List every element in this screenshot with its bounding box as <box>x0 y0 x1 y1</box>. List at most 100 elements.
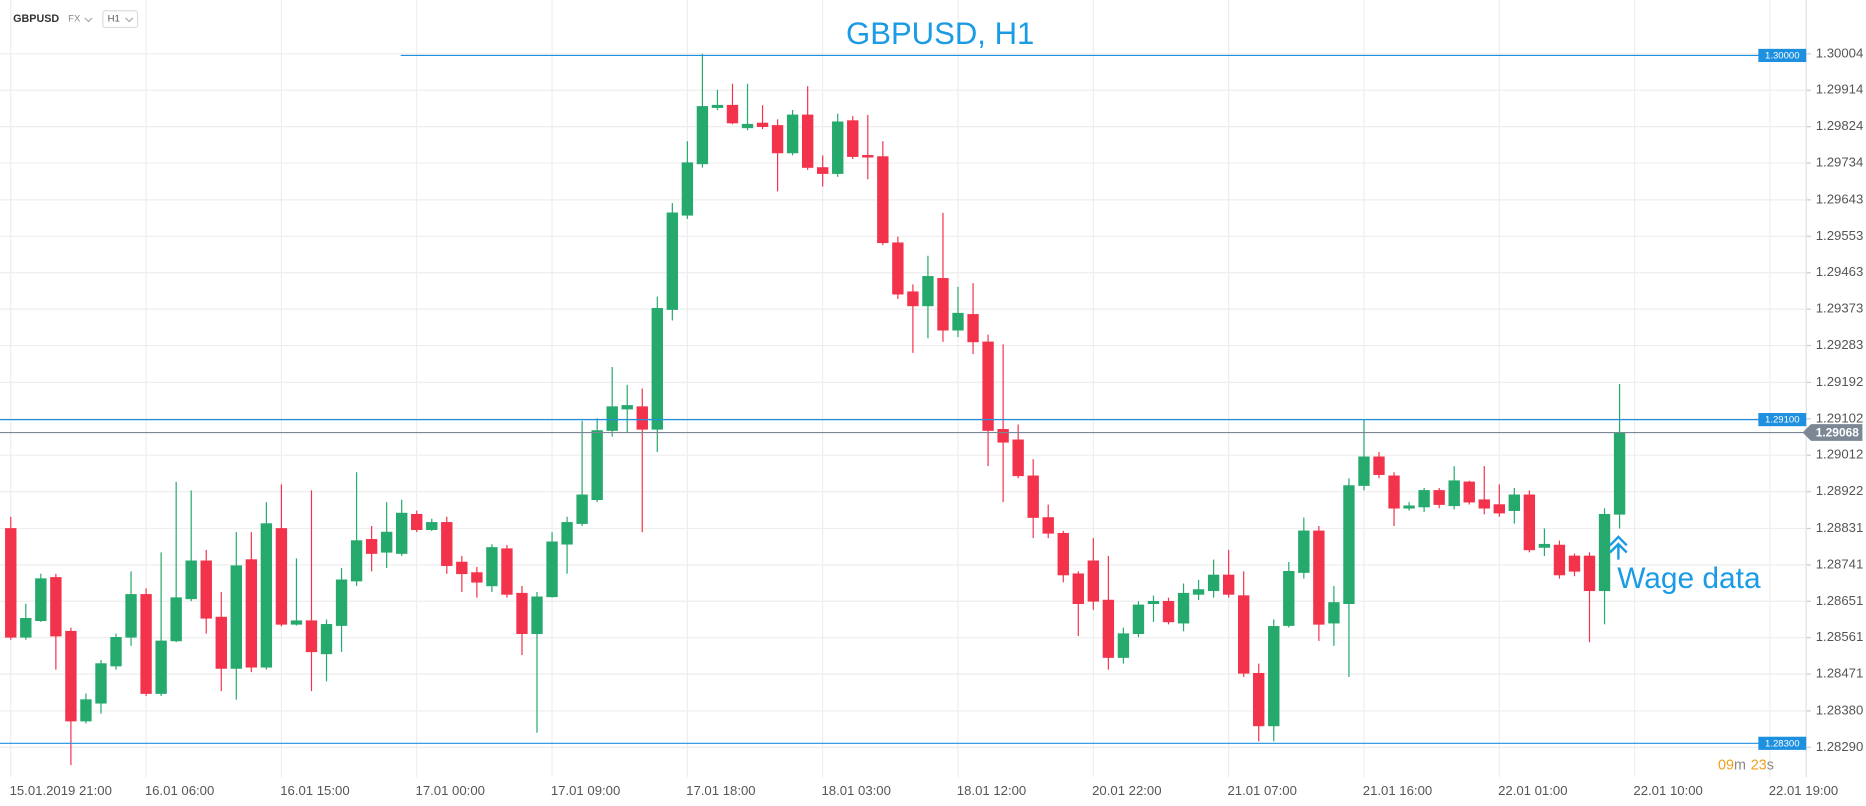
y-tick-label: 1.28831 <box>1816 520 1864 535</box>
candle-body <box>1117 633 1130 658</box>
level-label-box <box>1758 413 1807 427</box>
candle-body <box>1238 595 1250 674</box>
candle-body <box>1508 494 1521 511</box>
timeframe-box[interactable] <box>102 10 139 29</box>
candle-body <box>1222 574 1235 595</box>
x-tick-label: 22.01 19:00 <box>1769 783 1838 798</box>
candle-body <box>1177 592 1190 624</box>
candle-body <box>621 405 633 410</box>
timeframe[interactable]: H1 <box>108 14 120 25</box>
candle-body <box>922 276 934 307</box>
candle-body <box>170 597 182 642</box>
candle-body <box>1493 504 1505 514</box>
candle-body <box>937 278 949 331</box>
market-caret[interactable] <box>84 17 93 23</box>
candle-body <box>1358 456 1370 486</box>
candle-body <box>411 513 423 530</box>
candle-body <box>1192 589 1205 595</box>
annotation: Wage data <box>1617 562 1761 595</box>
candle-body <box>1147 600 1160 605</box>
candle-body <box>1313 530 1325 625</box>
market[interactable]: FX <box>68 14 81 25</box>
candle-body <box>817 167 829 174</box>
candle-body <box>320 624 333 655</box>
candle-body <box>335 579 348 626</box>
candle-body <box>1207 574 1220 592</box>
y-tick-label: 1.29824 <box>1816 118 1864 133</box>
candle-body <box>997 429 1009 443</box>
annotation-arrow <box>1609 535 1628 560</box>
candle-body <box>651 308 663 430</box>
x-tick-label: 17.01 09:00 <box>551 783 620 798</box>
candle-body <box>832 121 844 174</box>
candle-body <box>275 528 288 625</box>
candle-body <box>771 125 784 154</box>
candle-body <box>1253 673 1265 727</box>
x-tick-label: 17.01 00:00 <box>416 783 485 798</box>
candle-body <box>365 539 378 554</box>
candle-body <box>1343 485 1355 605</box>
current-price-box <box>1802 424 1863 441</box>
y-tick-label: 1.29373 <box>1816 301 1864 316</box>
candle-body <box>1102 599 1115 658</box>
x-tick-label: 22.01 10:00 <box>1633 783 1702 798</box>
y-tick-label: 1.29012 <box>1816 447 1864 462</box>
candle-body <box>862 155 874 158</box>
candle-body <box>1538 543 1551 548</box>
candle-body <box>892 242 904 295</box>
y-tick-label: 1.29102 <box>1816 410 1864 425</box>
candle-body <box>95 663 107 704</box>
countdown-unit: s <box>1767 757 1774 773</box>
candle-body <box>576 494 588 524</box>
candle-body <box>1132 604 1145 634</box>
candle-body <box>696 106 709 165</box>
y-tick-label: 1.29734 <box>1816 155 1864 170</box>
y-tick-label: 1.28380 <box>1816 702 1864 717</box>
candle-body <box>1478 499 1490 509</box>
candle-body <box>1268 626 1280 727</box>
level-label-box <box>1758 48 1807 63</box>
y-tick-label: 1.28922 <box>1816 483 1864 498</box>
candle-body <box>350 540 363 582</box>
candle-body <box>471 572 483 583</box>
x-tick-label: 15.01.2019 21:00 <box>10 783 112 798</box>
level-label: 1.29100 <box>1765 415 1800 426</box>
candle-body <box>741 123 754 129</box>
candle-body <box>1403 505 1415 509</box>
candle-body <box>396 512 408 554</box>
candle-body <box>1583 555 1596 592</box>
candle-body <box>786 114 799 154</box>
candle-body <box>726 104 739 124</box>
candles <box>5 53 1626 766</box>
candle-body <box>801 114 814 168</box>
candle-body <box>380 531 393 553</box>
candle-body <box>967 314 979 343</box>
candle-body <box>110 636 122 667</box>
candle-body <box>185 560 197 600</box>
candle-body <box>1328 602 1340 624</box>
y-tick-label: 1.29914 <box>1816 82 1864 97</box>
timeframe-caret[interactable] <box>125 17 134 23</box>
candle-body <box>50 577 62 637</box>
candle-body <box>215 616 227 669</box>
candle-body <box>35 578 47 622</box>
candle-body <box>877 156 889 244</box>
y-tick-label: 1.29553 <box>1816 228 1864 243</box>
candle-body <box>666 212 679 310</box>
candle-body <box>561 522 573 545</box>
candle-body <box>1027 475 1039 518</box>
x-tick-label: 16.01 06:00 <box>145 783 214 798</box>
x-tick-label: 17.01 18:00 <box>686 783 755 798</box>
candle-body <box>200 560 212 619</box>
candle-body <box>907 291 919 307</box>
symbol[interactable]: GBPUSD <box>13 13 59 25</box>
x-tick-label: 20.01 22:00 <box>1092 783 1161 798</box>
y-tick-label: 1.30004 <box>1816 45 1864 60</box>
candle-body <box>681 162 694 216</box>
candle-body <box>1162 600 1175 623</box>
candle-body <box>80 699 92 722</box>
candle-body <box>456 561 468 575</box>
candle-body <box>260 523 273 668</box>
